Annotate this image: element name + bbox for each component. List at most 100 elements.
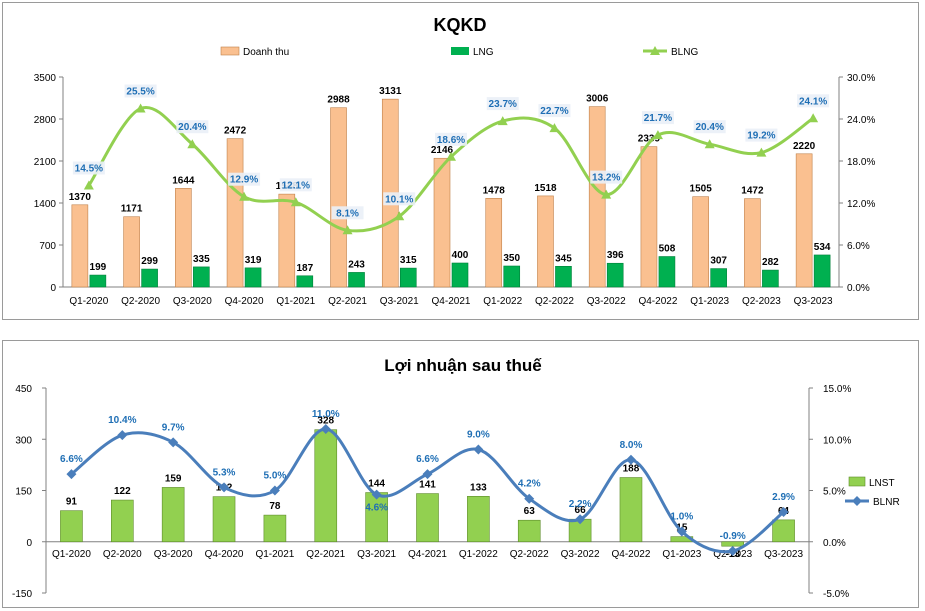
data-label-blnr: 10.4%	[108, 415, 136, 426]
data-label-blnr: 1.0%	[670, 512, 693, 523]
data-label-blnr: 5.0%	[264, 471, 287, 482]
data-label-lng: 335	[193, 254, 210, 265]
marker-blnr	[320, 424, 331, 434]
data-label-doanh-thu: 1644	[172, 175, 195, 186]
y-tick-label-left: 2800	[34, 115, 57, 126]
x-tick-label: Q4-2020	[205, 549, 244, 560]
data-label-blng: 12.9%	[230, 175, 258, 186]
data-label-lng: 534	[814, 242, 831, 253]
data-label-bg-blng	[228, 172, 261, 186]
data-label-lnst: 66	[575, 505, 587, 516]
marker-blnr	[168, 437, 179, 448]
data-label-blnr: 9.7%	[162, 422, 185, 433]
marker-blnr	[269, 485, 280, 496]
data-label-lng: 350	[503, 253, 520, 264]
bar-lng	[606, 262, 624, 288]
bar-lnst	[111, 499, 134, 543]
data-label-blng: 10.1%	[385, 194, 413, 205]
marker-blnr	[778, 507, 789, 518]
x-tick-label: Q1-2020	[52, 549, 91, 560]
bar-lng	[710, 268, 727, 288]
legend-label-blng: BLNG	[671, 47, 698, 58]
bar-doanh-thu	[744, 198, 761, 288]
marker-blng	[239, 191, 250, 201]
bar-doanh-thu	[537, 195, 554, 288]
marker-blnr	[66, 469, 77, 480]
marker-blng	[342, 225, 353, 235]
data-label-lnst: 188	[623, 464, 640, 475]
bar-lnst	[212, 496, 236, 543]
data-label-blng: 20.4%	[695, 122, 723, 133]
x-tick-label: Q1-2023	[690, 296, 729, 307]
data-label-bg-blng	[383, 192, 416, 206]
data-label-blnr: 6.6%	[60, 454, 83, 465]
data-label-lng: 243	[348, 259, 365, 270]
data-label-blng: 19.2%	[747, 131, 775, 142]
data-label-bg-blng	[797, 94, 830, 108]
data-label-blnr: 4.6%	[365, 503, 388, 514]
x-tick-label: Q3-2021	[380, 296, 419, 307]
y-tick-label-right: 18.0%	[847, 157, 875, 168]
data-label-bg-blng	[124, 84, 157, 98]
data-label-lng: 299	[141, 256, 158, 267]
y-tick-label-left: 2100	[34, 157, 57, 168]
x-tick-label: Q2-2021	[306, 549, 345, 560]
legend-marker-blng	[650, 46, 660, 55]
data-label-blng: 18.6%	[437, 135, 465, 146]
y-tick-label-right: 24.0%	[847, 115, 875, 126]
bar-doanh-thu	[175, 188, 192, 288]
y-tick-label-left: 150	[15, 487, 32, 498]
marker-blnr	[422, 469, 433, 480]
y-tick-label-right: 10.0%	[823, 435, 851, 446]
x-tick-label: Q1-2020	[69, 296, 108, 307]
data-label-lnst: 63	[524, 506, 536, 517]
y-tick-label-right: 0.0%	[823, 538, 846, 549]
marker-blng	[704, 139, 715, 149]
y-tick-label-right: -5.0%	[823, 589, 849, 600]
data-label-blng: 20.4%	[178, 122, 206, 133]
data-label-blng: 22.7%	[540, 106, 568, 117]
x-tick-label: Q2-2020	[103, 549, 142, 560]
data-label-doanh-thu: 1171	[121, 204, 143, 215]
data-label-blng: 25.5%	[126, 87, 154, 98]
bar-doanh-thu	[640, 146, 658, 288]
marker-blnr	[117, 430, 128, 441]
bar-lnst	[161, 487, 185, 543]
data-label-bg-blng	[176, 120, 209, 134]
x-tick-label: Q4-2022	[638, 296, 677, 307]
data-label-blng: 13.2%	[592, 173, 620, 184]
y-tick-label-left: 3500	[34, 73, 57, 84]
data-label-bg-blng	[72, 161, 105, 175]
data-label-bg-blng	[486, 97, 519, 111]
x-tick-label: Q3-2023	[794, 296, 833, 307]
y-tick-label-left: 0	[50, 283, 56, 294]
x-tick-label: Q4-2021	[432, 296, 471, 307]
data-label-blng: 14.5%	[75, 164, 103, 175]
x-tick-label: Q3-2020	[173, 296, 212, 307]
data-label-lng: 307	[710, 256, 727, 267]
data-label-blng: 23.7%	[489, 99, 517, 110]
data-label-lnst: 144	[368, 479, 385, 490]
marker-blnr	[371, 489, 382, 500]
bar-lnst	[314, 429, 338, 543]
x-tick-label: Q1-2023	[662, 549, 701, 560]
bar-lng	[451, 262, 469, 288]
marker-blnr	[625, 454, 636, 465]
data-label-doanh-thu: 3006	[586, 94, 609, 105]
y-tick-label-right: 5.0%	[823, 487, 846, 498]
legend-marker-blnr	[852, 496, 862, 506]
marker-blng	[601, 189, 612, 199]
bar-lng	[813, 254, 831, 288]
bar-lng	[193, 266, 210, 288]
data-label-doanh-thu: 2220	[793, 141, 816, 152]
bar-lng	[348, 272, 365, 288]
data-label-doanh-thu: 1472	[741, 186, 764, 197]
x-tick-label: Q1-2022	[459, 549, 498, 560]
data-label-lnst: 133	[470, 482, 487, 493]
data-label-blnr: 5.3%	[213, 467, 236, 478]
y-tick-label-right: 30.0%	[847, 73, 875, 84]
y-tick-label-left: 450	[15, 384, 32, 395]
data-label-doanh-thu: 1505	[690, 184, 713, 195]
data-label-lng: 315	[400, 255, 417, 266]
data-label-bg-blng	[279, 178, 312, 192]
